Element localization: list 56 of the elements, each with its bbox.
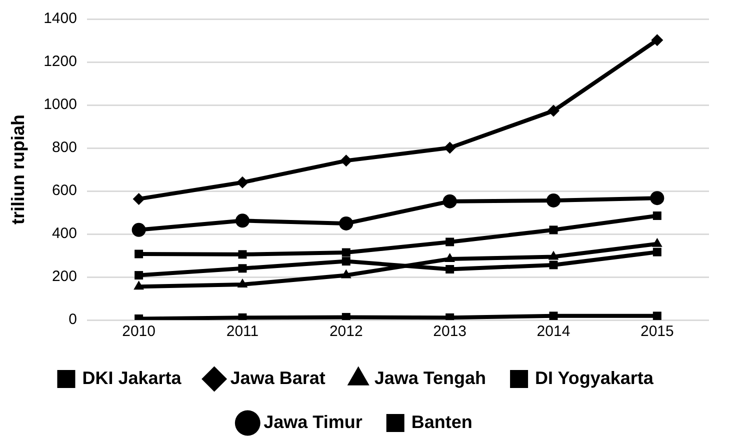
y-tick-label: 1000 bbox=[44, 96, 77, 114]
point bbox=[340, 154, 352, 167]
x-tick-label: 2013 bbox=[433, 323, 467, 340]
point bbox=[549, 260, 558, 270]
y-axis-title: triliun rupiah bbox=[8, 114, 28, 224]
point bbox=[342, 257, 350, 266]
y-tick-label: 800 bbox=[52, 139, 77, 156]
point bbox=[652, 312, 662, 320]
x-tick-label: 2011 bbox=[226, 323, 259, 340]
y-tick-label: 1400 bbox=[44, 10, 77, 28]
point bbox=[342, 312, 350, 320]
legend-label: DKI Jakarta bbox=[82, 368, 182, 388]
point bbox=[549, 226, 558, 234]
point bbox=[134, 271, 144, 280]
point bbox=[132, 222, 146, 237]
y-tick-label: 1200 bbox=[44, 53, 77, 70]
point bbox=[547, 104, 560, 117]
point bbox=[134, 250, 144, 258]
point bbox=[235, 214, 250, 228]
point bbox=[546, 193, 560, 208]
x-tick-label: 2010 bbox=[122, 323, 156, 340]
y-tick-label: 0 bbox=[68, 311, 77, 328]
x-tick-label: 2012 bbox=[329, 323, 363, 340]
point bbox=[444, 252, 456, 262]
point bbox=[132, 192, 145, 205]
point bbox=[446, 313, 454, 320]
point bbox=[652, 248, 662, 256]
point bbox=[238, 313, 247, 320]
point bbox=[446, 238, 454, 246]
point bbox=[340, 269, 352, 278]
point bbox=[650, 191, 664, 206]
point bbox=[342, 248, 350, 257]
point bbox=[238, 264, 247, 273]
legend-label: Banten bbox=[411, 412, 472, 432]
point bbox=[446, 265, 454, 274]
x-tick-label: 2015 bbox=[640, 323, 674, 340]
legend-label: DI Yogyakarta bbox=[535, 368, 654, 388]
legend-label: Jawa Barat bbox=[230, 368, 326, 388]
point bbox=[652, 238, 662, 247]
legend-label: Jawa Timur bbox=[264, 412, 362, 432]
point bbox=[236, 176, 248, 188]
y-tick-label: 400 bbox=[52, 225, 77, 242]
point bbox=[651, 34, 664, 46]
point bbox=[549, 312, 558, 320]
point bbox=[238, 250, 247, 259]
x-tick-label: 2014 bbox=[536, 323, 570, 340]
y-tick-label: 200 bbox=[52, 268, 77, 286]
point bbox=[548, 250, 559, 260]
point bbox=[442, 194, 457, 208]
point bbox=[339, 216, 354, 230]
point bbox=[444, 142, 456, 154]
point bbox=[237, 278, 248, 288]
point bbox=[652, 211, 662, 220]
point bbox=[134, 280, 144, 290]
y-tick-label: 600 bbox=[52, 182, 77, 200]
legend-label: Jawa Tengah bbox=[374, 368, 486, 388]
